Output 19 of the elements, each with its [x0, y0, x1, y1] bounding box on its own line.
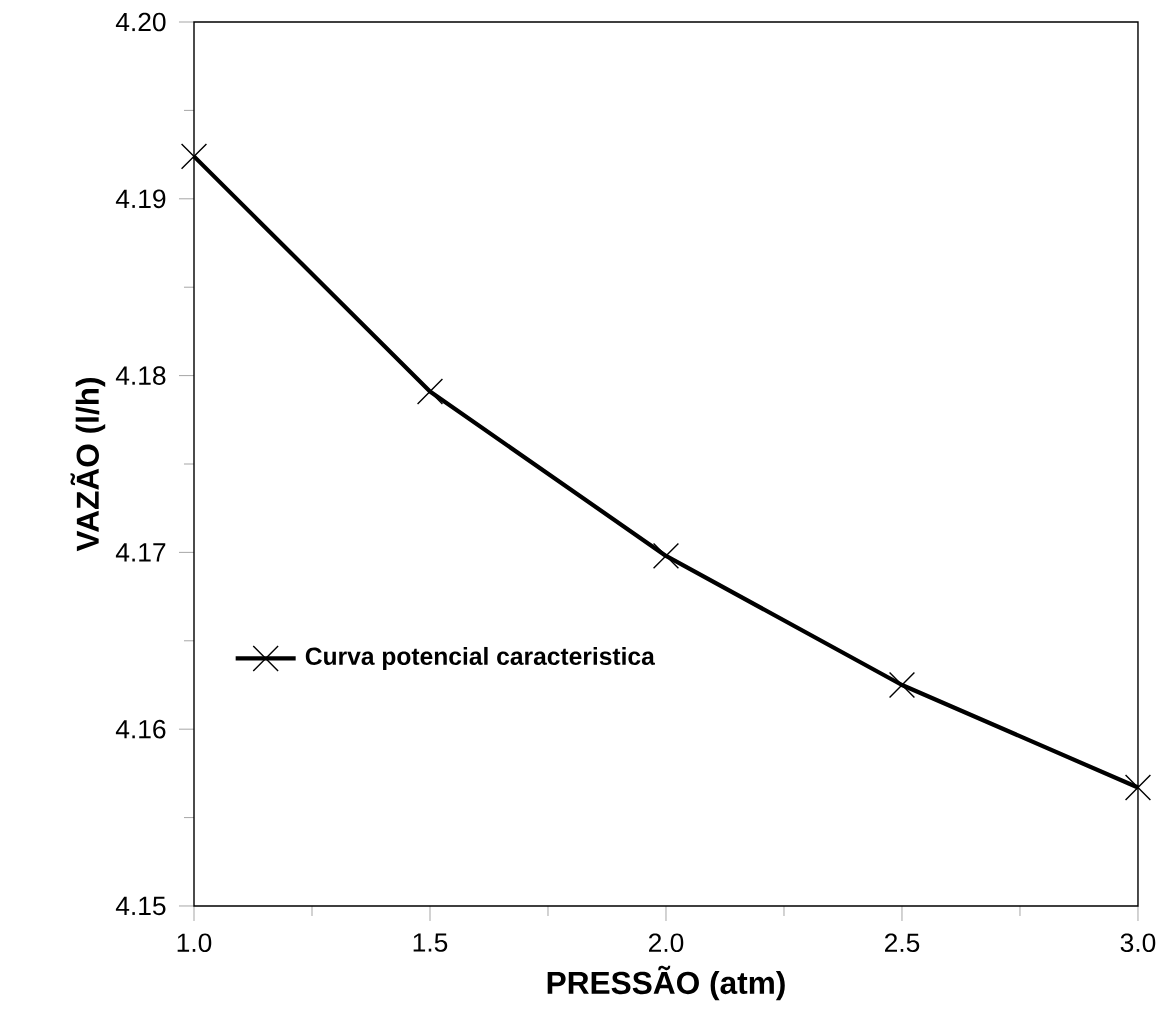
y-tick-label: 4.19 — [115, 189, 166, 209]
point — [652, 542, 680, 570]
x-tick-label: 1.0 — [177, 933, 212, 953]
y-axis-title: VAZÃO (l/h) — [70, 377, 106, 552]
y-tick-label: 4.17 — [115, 543, 166, 562]
x-tick-label: 2.5 — [884, 933, 920, 953]
y-tick-label: 4.16 — [115, 719, 166, 739]
x-axis-title: PRESSÃO (atm) — [547, 965, 785, 1001]
point — [1124, 774, 1152, 801]
x-tick-label: 2.0 — [648, 933, 684, 953]
y-tick-label: 4.20 — [115, 12, 166, 32]
point — [416, 378, 444, 405]
y-tick-label: 4.15 — [115, 896, 166, 916]
legend-label: Curva potencial caracteristica — [305, 646, 655, 670]
x-tick-label: 3.0 — [1120, 933, 1156, 953]
x-tick-label: 1.5 — [413, 933, 448, 952]
y-tick-label: 4.18 — [115, 366, 166, 385]
point — [180, 143, 208, 170]
point — [888, 671, 916, 699]
